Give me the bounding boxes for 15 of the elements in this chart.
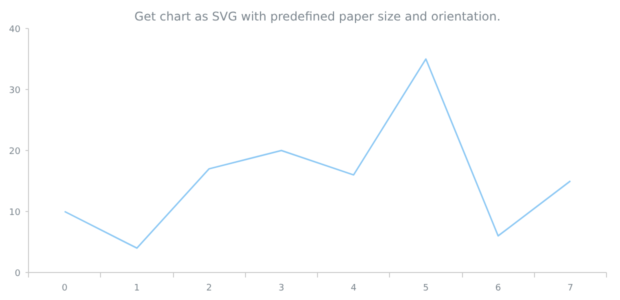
x-tick-label: 4 bbox=[350, 284, 357, 294]
line-series bbox=[64, 58, 572, 249]
y-tick-label: 30 bbox=[9, 86, 21, 96]
x-tick-label: 2 bbox=[206, 284, 212, 294]
x-tick-label: 5 bbox=[423, 284, 429, 294]
y-tick-label: 40 bbox=[9, 25, 21, 35]
y-tick-label: 10 bbox=[9, 208, 21, 218]
chart-title: Get chart as SVG with predefined paper size and orientation. bbox=[134, 10, 501, 24]
x-tick-label: 6 bbox=[495, 284, 502, 294]
x-tick-label: 1 bbox=[134, 284, 140, 294]
y-tick-label: 20 bbox=[9, 147, 21, 157]
x-tick-label: 3 bbox=[278, 284, 284, 294]
y-tick-label: 0 bbox=[14, 269, 21, 279]
x-tick-label: 7 bbox=[568, 284, 574, 294]
x-tick-label: 0 bbox=[62, 284, 68, 294]
